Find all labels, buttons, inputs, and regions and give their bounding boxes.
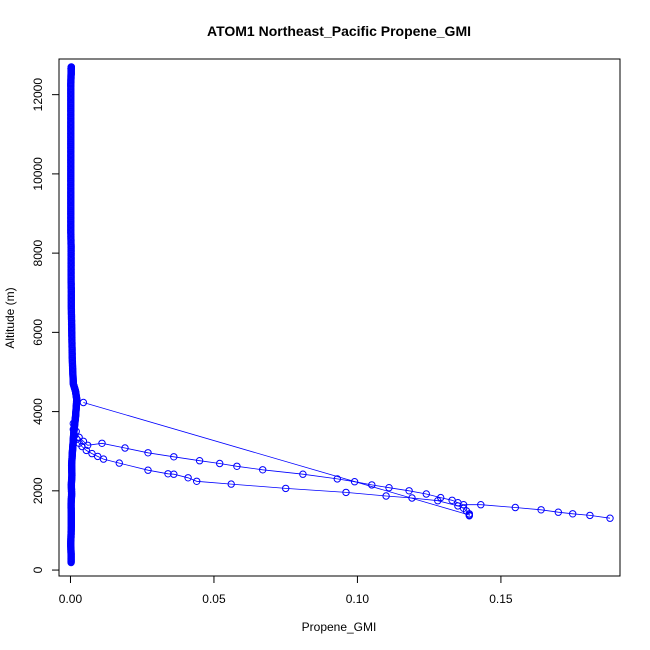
data-point	[84, 441, 92, 449]
data-point	[67, 63, 76, 71]
data-point	[382, 492, 390, 500]
data-point	[537, 506, 545, 514]
data-point	[554, 508, 562, 516]
chart-title: ATOM1 Northeast_Pacific Propene_GMI	[207, 23, 471, 39]
data-point	[342, 488, 350, 497]
y-tick-label: 8000	[31, 239, 45, 266]
y-axis-label: Altitude (m)	[3, 287, 17, 348]
data-point	[79, 437, 88, 445]
data-point	[477, 501, 485, 509]
data-point	[333, 475, 341, 483]
y-tick-label: 4000	[31, 398, 45, 425]
data-point	[216, 459, 224, 468]
data-point	[569, 510, 577, 518]
y-tick-label: 6000	[31, 319, 45, 346]
data-point	[586, 511, 594, 520]
series-line	[72, 423, 611, 519]
data-point	[259, 466, 267, 474]
y-tick-label: 10000	[31, 157, 45, 191]
data-point	[434, 497, 442, 505]
data-point	[115, 459, 124, 467]
data-point	[368, 481, 376, 489]
data-point	[184, 474, 192, 482]
data-point	[88, 449, 96, 458]
series-4	[69, 425, 473, 520]
data-point	[405, 487, 413, 495]
y-tick-label: 2000	[31, 477, 45, 504]
x-tick-label: 0.00	[59, 592, 83, 606]
data-point	[144, 466, 152, 474]
data-point	[121, 444, 129, 452]
data-point	[606, 514, 614, 522]
data-point	[422, 490, 430, 498]
data-point	[227, 480, 235, 488]
data-point	[511, 503, 519, 512]
data-point	[82, 446, 91, 455]
y-tick-label: 0	[31, 566, 45, 573]
data-point	[98, 439, 106, 447]
x-axis: 0.00 0.05 0.10 0.15	[59, 575, 513, 606]
x-tick-label: 0.05	[202, 592, 226, 606]
data-point	[164, 470, 172, 478]
x-axis-label: Propene_GMI	[302, 620, 377, 634]
data-point	[408, 494, 416, 502]
series-line	[83, 402, 470, 516]
data-point	[170, 453, 178, 461]
series-line	[72, 429, 470, 516]
data-point	[465, 512, 473, 520]
data-point	[282, 484, 290, 493]
dense-profile-points	[67, 63, 81, 566]
y-tick-label: 12000	[31, 78, 45, 112]
x-tick-label: 0.15	[489, 592, 513, 606]
data-point	[94, 452, 102, 461]
data-point	[193, 477, 201, 485]
data-point	[385, 484, 393, 492]
data-point	[78, 442, 86, 451]
data-point	[99, 455, 108, 463]
data-point	[144, 449, 152, 457]
data-point	[195, 457, 204, 465]
plot-frame	[58, 58, 621, 577]
data-point	[233, 462, 241, 470]
y-axis: 0 2000 4000 6000 8000 10000 12000	[31, 78, 60, 573]
data-point	[299, 470, 307, 478]
data-point	[465, 510, 473, 518]
data-point	[170, 470, 178, 478]
data-series	[67, 63, 614, 567]
data-point	[350, 478, 359, 486]
x-tick-label: 0.10	[346, 592, 370, 606]
